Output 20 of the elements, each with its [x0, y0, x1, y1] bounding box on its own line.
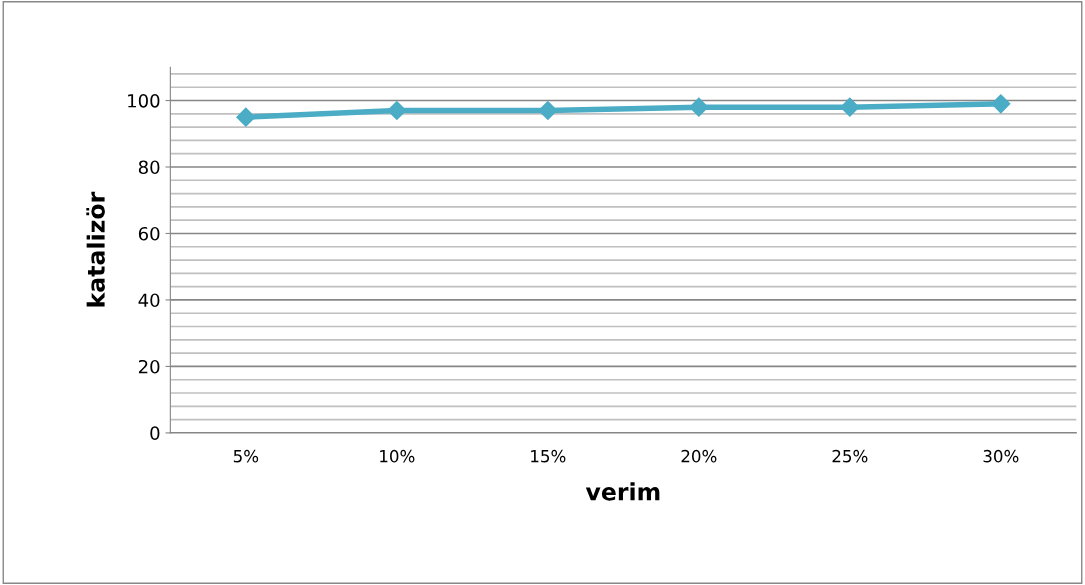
y-tick-label: 80 [138, 160, 160, 175]
x-tick-label: 30% [983, 449, 1019, 463]
point [236, 107, 256, 127]
x-tick-label: 20% [681, 449, 717, 463]
point [689, 97, 709, 117]
y-tick-label: 60 [138, 226, 160, 241]
y-axis-title: katalizör [86, 191, 105, 307]
x-tick-label: 15% [531, 449, 566, 463]
y-tick-label: 0 [150, 426, 160, 441]
x-tick-label: 25% [832, 449, 868, 463]
point [840, 97, 860, 117]
x-axis-title: verim [585, 482, 660, 501]
y-tick-label: 20 [138, 359, 160, 374]
point [991, 94, 1011, 114]
point [538, 100, 558, 121]
x-tick-label: 10% [380, 449, 415, 463]
point [387, 100, 407, 121]
y-tick-label: 40 [138, 293, 160, 308]
x-tick-label: 5% [233, 449, 259, 463]
y-tick-label: 100 [128, 93, 160, 108]
